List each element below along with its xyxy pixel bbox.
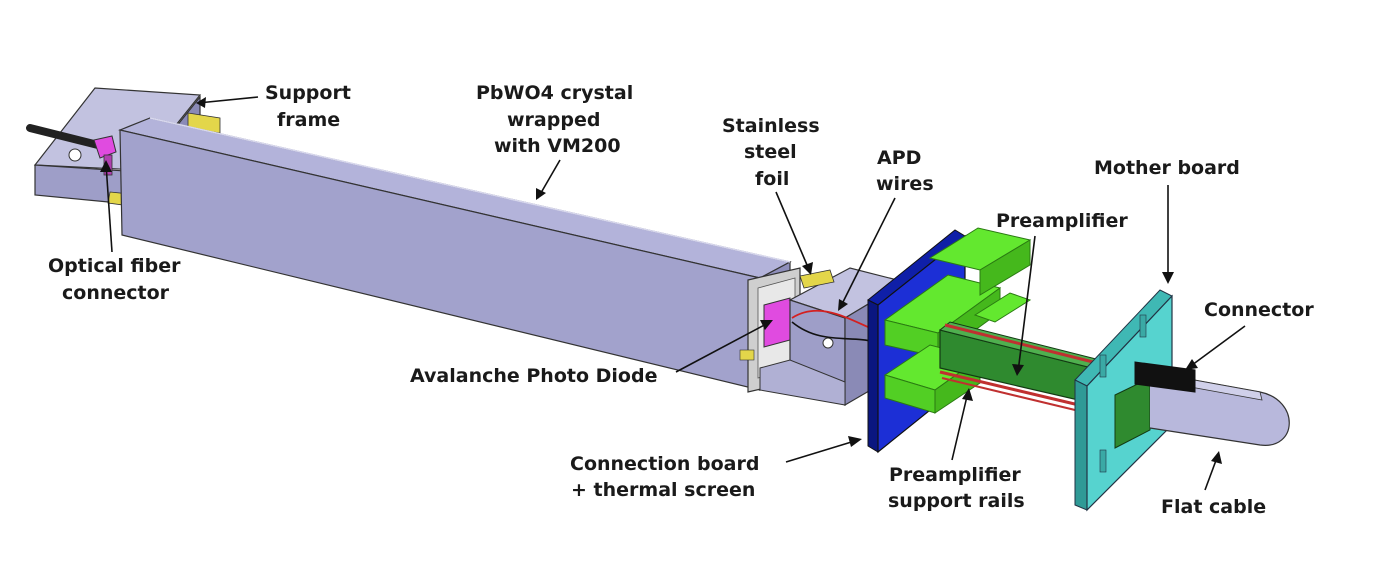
label-apd-wires-line2: wires [876,173,934,195]
label-support-frame-line2: frame [277,109,340,131]
label-connection-board-line2: + thermal screen [571,479,755,501]
label-connector-text: Connector [1204,299,1314,321]
label-steel-foil-line2: steel [744,141,797,163]
label-apd-wires-line1: APD [877,147,921,169]
label-steel-foil-line3: foil [755,168,789,190]
label-preamplifier-text: Preamplifier [996,210,1128,232]
label-mother-board: Mother board [1094,157,1240,284]
label-connection-board-line1: Connection board [570,453,759,475]
label-preamplifier: Preamplifier [996,210,1128,376]
label-rails-line1: Preamplifier [889,464,1021,486]
label-crystal-line3: with VM200 [494,135,621,157]
mother-board [1074,289,1173,512]
label-apd: Avalanche Photo Diode [410,320,773,387]
label-connector: Connector [1185,299,1314,370]
label-connection-board: Connection board + thermal screen [570,436,862,501]
label-rails-line2: support rails [888,490,1025,512]
label-crystal-line2: wrapped [507,109,600,131]
label-support-frame-line1: Support [265,82,351,104]
label-steel-foil: Stainless steel foil [722,115,820,275]
label-steel-foil-line1: Stainless [722,115,820,137]
label-crystal: PbWO4 crystal wrapped with VM200 [476,82,633,200]
label-support-frame: Support frame [196,82,351,131]
label-optical-fiber: Optical fiber connector [48,160,181,304]
label-mother-board-text: Mother board [1094,157,1240,179]
label-crystal-line1: PbWO4 crystal [476,82,633,104]
label-flat-cable: Flat cable [1161,451,1266,518]
pbwo4-crystal [118,117,792,392]
apd-wires [791,309,876,343]
label-flat-cable-text: Flat cable [1161,496,1266,518]
label-optical-fiber-line2: connector [62,282,170,304]
label-apd-text: Avalanche Photo Diode [410,365,657,387]
flat-cable [1134,361,1290,446]
thermal-screen-blocks [883,227,1032,414]
label-rails: Preamplifier support rails [888,388,1025,512]
label-optical-fiber-line1: Optical fiber [48,255,181,277]
label-apd-wires: APD wires [838,147,934,311]
